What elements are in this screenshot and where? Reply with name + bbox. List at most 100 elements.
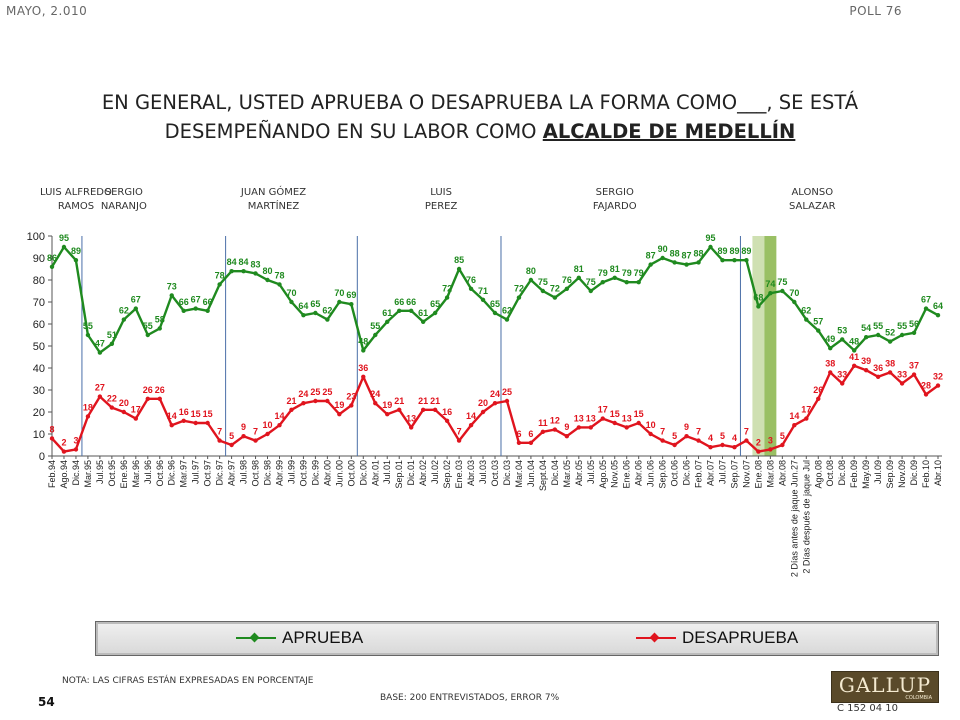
- approve-line-marker-icon: [236, 634, 276, 642]
- legend-item-approve: APRUEBA: [236, 626, 363, 650]
- data-point: [157, 396, 162, 401]
- x-tick-label: Jul.99: [286, 460, 296, 484]
- highlight-band-1: [764, 236, 777, 456]
- data-point: [648, 431, 653, 437]
- data-label: 62: [119, 306, 129, 316]
- data-label: 20: [478, 398, 488, 408]
- x-tick-label: Abr.02: [418, 460, 428, 486]
- x-tick-label: Oct.95: [107, 460, 117, 487]
- data-point: [265, 277, 270, 283]
- x-tick-label: Jul.96: [143, 460, 153, 484]
- data-label: 49: [825, 334, 835, 344]
- data-point: [97, 350, 103, 355]
- page-number: 54: [38, 695, 55, 709]
- data-label: 21: [430, 396, 440, 406]
- data-label: 69: [346, 290, 356, 300]
- data-point: [516, 295, 522, 300]
- data-point: [840, 381, 845, 386]
- data-point: [528, 440, 534, 445]
- x-tick-label: Jul.95: [95, 460, 105, 484]
- data-point: [792, 299, 797, 305]
- data-point: [899, 332, 905, 338]
- data-label: 14: [274, 411, 284, 421]
- x-tick-label: Dic.94: [71, 460, 81, 486]
- data-label: 15: [634, 409, 644, 419]
- x-tick-label: Abr.05: [574, 460, 584, 486]
- data-point: [181, 418, 186, 423]
- x-tick-label: Abr.08: [777, 460, 787, 486]
- data-point: [397, 407, 402, 412]
- data-label: 89: [71, 246, 81, 256]
- data-point: [289, 299, 294, 305]
- data-label: 5: [780, 431, 785, 441]
- data-point: [361, 348, 366, 353]
- data-label: 65: [490, 299, 500, 309]
- data-label: 10: [263, 420, 273, 430]
- y-tick-label: 50: [33, 341, 45, 353]
- y-tick-label: 80: [33, 275, 45, 287]
- data-label: 36: [873, 363, 883, 373]
- x-tick-label: Ene.96: [119, 460, 129, 489]
- data-point: [145, 332, 150, 338]
- data-label: 65: [430, 299, 440, 309]
- x-tick-label: Mar.05: [562, 460, 572, 488]
- data-point: [720, 442, 725, 448]
- data-point: [863, 368, 869, 373]
- data-label: 19: [334, 400, 344, 410]
- logo-wordmark: GALLUP: [838, 673, 932, 697]
- data-label: 75: [538, 277, 548, 287]
- data-point: [181, 308, 186, 313]
- x-tick-label: Jul.98: [239, 460, 249, 484]
- data-label: 3: [768, 435, 773, 445]
- data-point: [648, 262, 653, 267]
- data-point: [253, 438, 258, 443]
- y-tick-label: 0: [39, 451, 45, 463]
- data-point: [337, 299, 342, 305]
- data-label: 64: [933, 301, 943, 311]
- data-point: [49, 264, 55, 269]
- data-label: 6: [516, 429, 521, 439]
- y-tick-label: 90: [33, 253, 45, 265]
- data-point: [636, 420, 641, 426]
- data-point: [684, 434, 689, 439]
- data-label: 66: [179, 297, 189, 307]
- data-point: [61, 244, 67, 250]
- data-point: [49, 436, 55, 441]
- data-point: [840, 337, 845, 342]
- data-label: 52: [885, 328, 895, 338]
- data-label: 21: [394, 396, 404, 406]
- data-point: [708, 244, 713, 250]
- data-point: [109, 341, 115, 346]
- data-label: 12: [550, 416, 560, 426]
- title-line-1: EN GENERAL, USTED APRUEBA O DESAPRUEBA L…: [101, 91, 859, 114]
- data-point: [780, 288, 785, 294]
- x-tick-label: Jul.07: [717, 460, 727, 484]
- data-label: 7: [217, 427, 222, 437]
- data-label: 38: [825, 358, 835, 368]
- data-label: 84: [227, 257, 237, 267]
- data-label: 25: [502, 387, 512, 397]
- legend-label-approve: APRUEBA: [282, 628, 364, 647]
- data-label: 7: [660, 427, 665, 437]
- x-tick-label: Mar.95: [83, 460, 93, 488]
- data-label: 17: [598, 405, 608, 415]
- data-point: [768, 291, 773, 296]
- data-point: [935, 383, 941, 388]
- x-tick-label: Jul.03: [478, 460, 488, 484]
- data-label: 9: [241, 422, 246, 432]
- data-point: [624, 425, 629, 430]
- data-point: [612, 275, 617, 280]
- legend-item-disapprove: DESAPRUEBA: [636, 626, 798, 650]
- data-point: [708, 445, 713, 450]
- data-label: 67: [921, 295, 931, 305]
- data-label: 58: [155, 314, 165, 324]
- data-point: [468, 423, 474, 428]
- x-tick-label: May.09: [861, 460, 871, 489]
- x-tick-label: Jun.00: [334, 460, 344, 487]
- data-point: [923, 392, 929, 397]
- data-point: [780, 442, 785, 448]
- data-label: 7: [696, 427, 701, 437]
- era-name-line-2: PEREZ: [424, 201, 458, 212]
- data-point: [492, 401, 498, 406]
- x-tick-label: Sep.07: [729, 460, 739, 489]
